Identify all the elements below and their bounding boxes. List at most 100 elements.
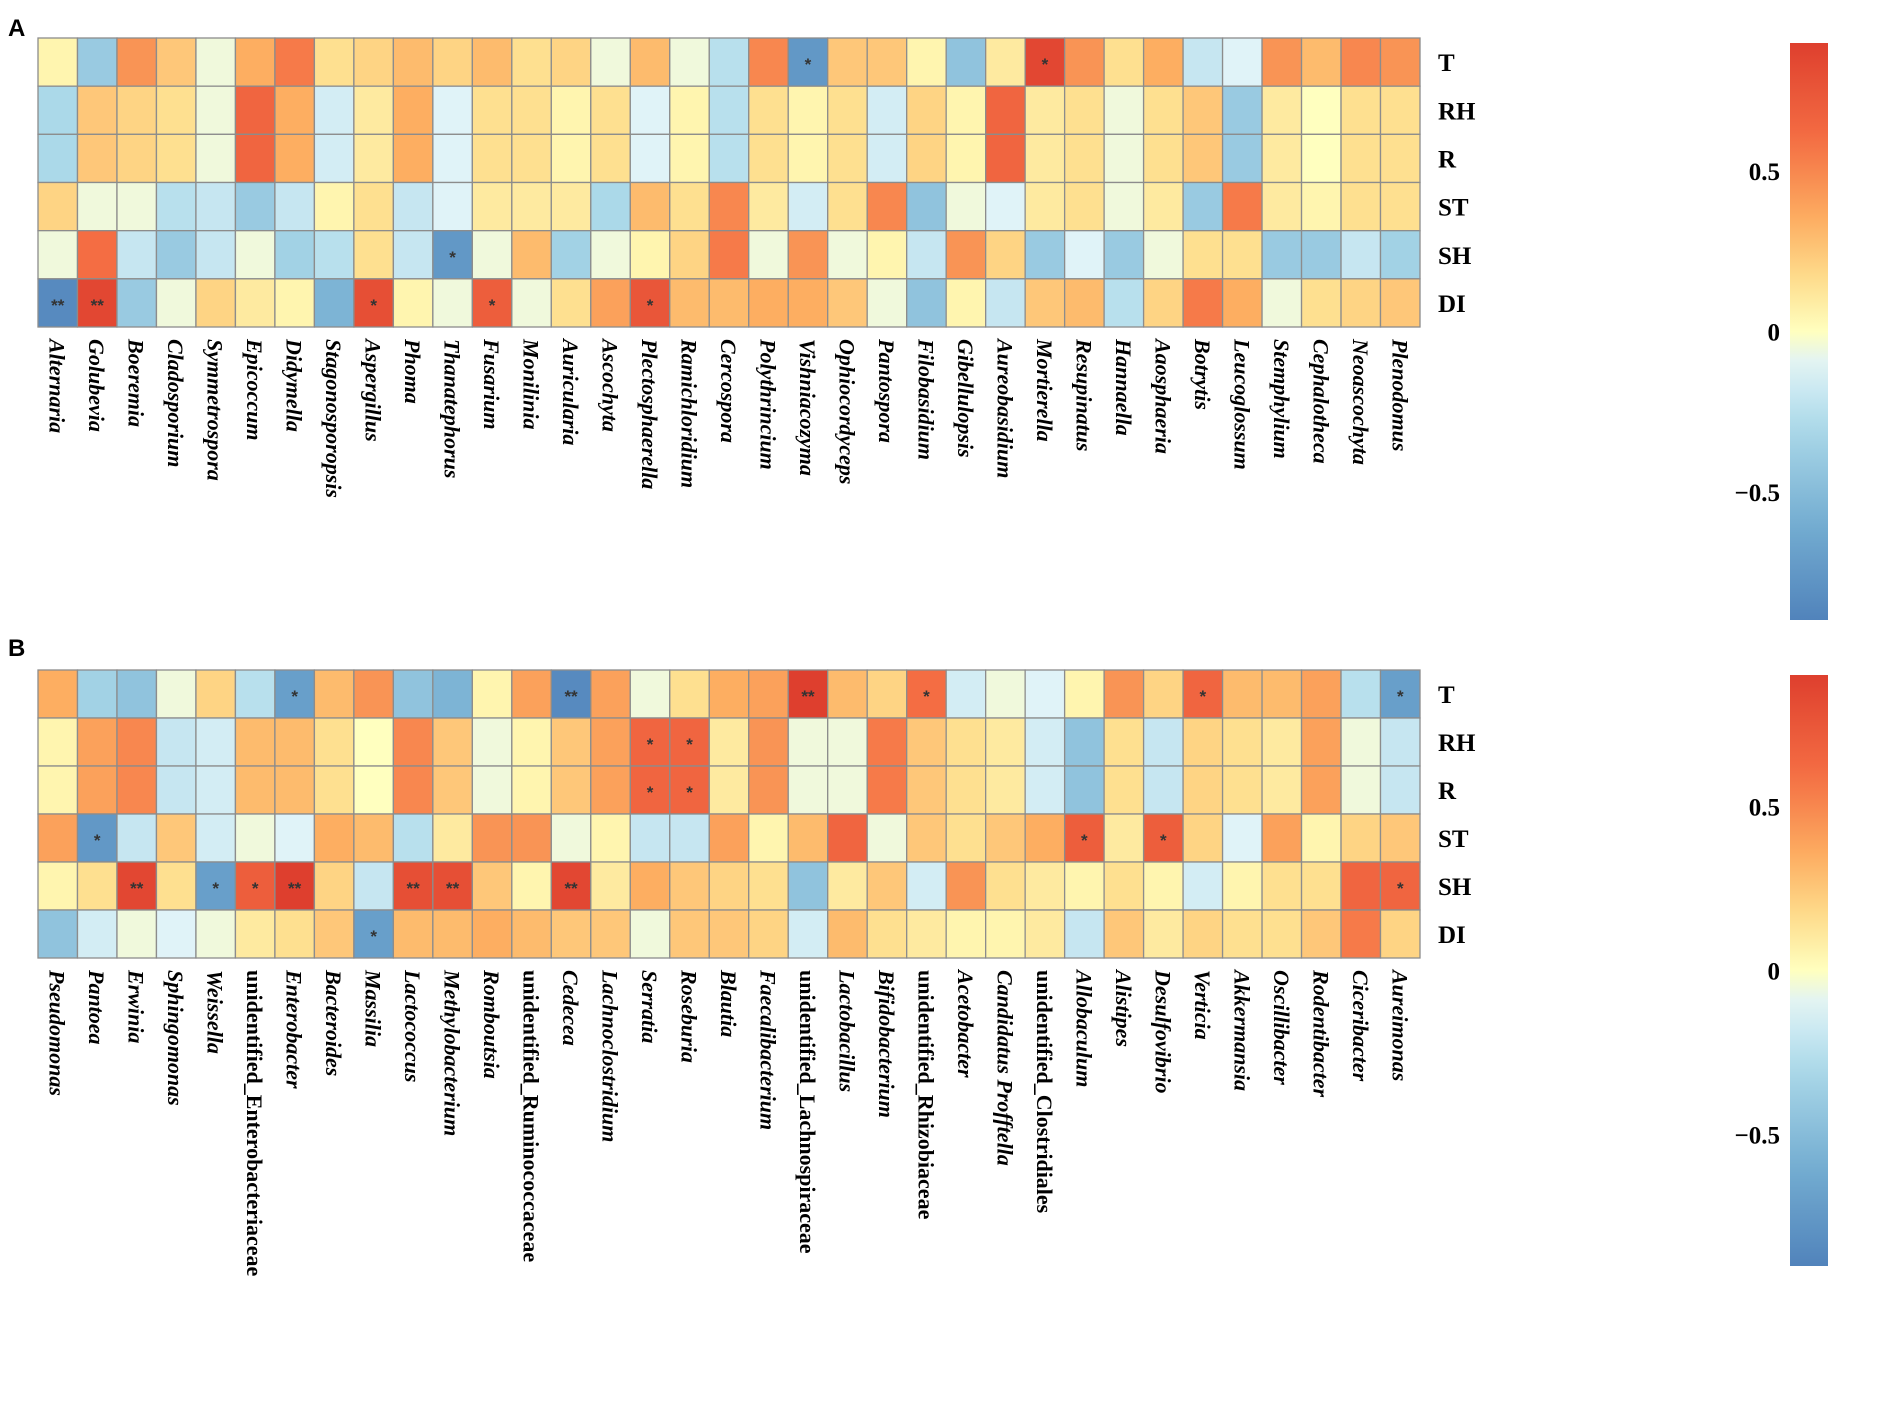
significance-mark: **: [564, 687, 578, 706]
significance-mark: **: [130, 879, 144, 898]
cell-r-botrytis: [1182, 133, 1224, 184]
cell-sh-faecalibacterium: [748, 861, 789, 911]
cell-rh-pantoea: [76, 717, 118, 767]
column-label-bifidobacterium: Bifidobacterium: [874, 969, 899, 1118]
cell-r-pantospora: [866, 133, 908, 184]
cell-sh-unidentified-rhizobiaceae: [906, 861, 947, 911]
cell-st-phoma: [392, 181, 434, 232]
cell-r-ciceribacter: [1340, 765, 1382, 815]
row-label-r: R: [1438, 146, 1457, 173]
cell-di-aureobasidium: [985, 278, 1026, 328]
cell-st-unidentified-rhizobiaceae: [906, 813, 947, 863]
cell-rh-thanatephorus: [432, 85, 473, 135]
cell-rh-romboutsia: [471, 717, 513, 767]
cell-sh-phoma: [392, 230, 434, 280]
column-label-didymella: Didymella: [282, 338, 307, 432]
cell-di-plectosphaerella: [629, 278, 671, 328]
column-label-plectosphaerella: Plectosphaerella: [637, 338, 662, 489]
cell-sh-methylobacterium: [432, 861, 473, 911]
column-label-ascochyta: Ascochyta: [598, 337, 623, 432]
cell-t-unidentified-enterobacteriaceae: [234, 669, 276, 719]
cell-di-oscillibacter: [1261, 909, 1303, 959]
column-label-plenodomus: Plenodomus: [1387, 338, 1412, 451]
cell-rh-ramichloridium: [669, 85, 710, 135]
cell-r-unidentified-enterobacteriaceae: [234, 765, 276, 815]
cell-sh-fusarium: [471, 230, 513, 280]
cell-r-neoascochyta: [1340, 133, 1382, 184]
cell-st-ophiocordyceps: [827, 181, 868, 232]
cell-t-blautia: [708, 669, 750, 719]
cell-st-leucoglossum: [1221, 181, 1263, 232]
cell-rh-bifidobacterium: [866, 717, 908, 767]
cell-r-golubevia: [76, 133, 118, 184]
cell-r-lachnoclostridium: [590, 765, 631, 815]
column-label-sphingomonas: Sphingomonas: [163, 970, 188, 1106]
cell-di-rodentibacter: [1300, 909, 1342, 959]
column-label-auricularia: Auricularia: [558, 337, 583, 445]
cell-t-cladosporium: [155, 37, 197, 87]
cell-st-akkermansia: [1221, 813, 1263, 863]
cell-st-methylobacterium: [432, 813, 473, 863]
cell-st-ciceribacter: [1340, 813, 1382, 863]
cell-sh-hannaella: [1103, 230, 1145, 280]
significance-mark: **: [288, 879, 302, 898]
cell-rh-ciceribacter: [1340, 717, 1382, 767]
cell-di-romboutsia: [471, 909, 513, 959]
cell-r-unidentified-clostridiales: [1024, 765, 1066, 815]
color-legend-a: 0.5 0 −0.5: [1735, 43, 1828, 620]
cell-r-stemphylium: [1261, 133, 1303, 184]
column-label-cedecea: Cedecea: [558, 970, 583, 1046]
cell-t-bacteroides: [313, 669, 355, 719]
cell-t-aureobasidium: [985, 37, 1026, 87]
column-label-boeremia: Boeremia: [124, 338, 149, 427]
cell-di-aaosphaeria: [1142, 278, 1184, 328]
significance-mark: *: [1042, 55, 1049, 74]
cell-sh-polythrincium: [748, 230, 789, 280]
cell-sh-neoascochyta: [1340, 230, 1382, 280]
cell-st-aspergillus: [353, 181, 395, 232]
cell-t-monilinia: [511, 37, 552, 87]
cell-sh-plectosphaerella: [629, 230, 671, 280]
cell-st-roseburia: [669, 813, 710, 863]
significance-mark: *: [449, 248, 456, 267]
cell-st-plectosphaerella: [629, 181, 671, 232]
colorbar-tick-label: 0.5: [1749, 794, 1780, 821]
column-label-lactobacillus: Lactobacillus: [834, 969, 859, 1092]
cell-di-weissella: [195, 909, 237, 959]
column-label-aureobasidium: Aureobasidium: [992, 337, 1017, 478]
cell-rh-allobaculum: [1063, 717, 1105, 767]
cell-st-allobaculum: [1063, 813, 1105, 863]
cell-t-cedecea: [550, 669, 592, 719]
row-label-st: ST: [1438, 195, 1469, 222]
cell-r-ophiocordyceps: [827, 133, 868, 184]
cell-di-unidentified-clostridiales: [1024, 909, 1066, 959]
column-label-enterobacter: Enterobacter: [282, 969, 307, 1089]
significance-mark: *: [805, 55, 812, 74]
column-label-alternaria: Alternaria: [45, 337, 70, 433]
column-label-polythrincium: Polythrincium: [755, 338, 780, 470]
cell-st-auricularia: [550, 181, 592, 232]
cell-r-aureimonas: [1379, 765, 1421, 815]
cell-t-alistipes: [1103, 669, 1145, 719]
cell-st-botrytis: [1182, 181, 1224, 232]
cell-di-aspergillus: [353, 278, 395, 328]
cell-t-allobaculum: [1063, 669, 1105, 719]
cell-rh-methylobacterium: [432, 717, 473, 767]
cell-di-ramichloridium: [669, 278, 710, 328]
heatmap-cells-b: * ** ** * * ** ** ** * *** * * ** ** ** ** **: [37, 669, 1421, 959]
heatmap-cells-a: * **** ** * * *: [37, 37, 1421, 328]
cell-sh-pantoea: [76, 861, 118, 911]
cell-di-bacteroides: [313, 909, 355, 959]
cell-t-lactococcus: [392, 669, 434, 719]
cell-sh-sphingomonas: [155, 861, 197, 911]
column-label-erwinia: Erwinia: [124, 969, 149, 1043]
column-label-unidentified-enterobacteriaceae: unidentified_Enterobacteriaceae: [242, 970, 267, 1277]
cell-rh-auricularia: [550, 85, 592, 135]
cell-di-phoma: [392, 278, 434, 328]
column-label-monilinia: Monilinia: [519, 338, 544, 429]
cell-di-bifidobacterium: [866, 909, 908, 959]
column-label-unidentified-rhizobiaceae: unidentified_Rhizobiaceae: [913, 970, 938, 1220]
cell-t-golubevia: [76, 37, 118, 87]
cell-rh-ophiocordyceps: [827, 85, 868, 135]
cell-t-desulfovibrio: [1142, 669, 1184, 719]
